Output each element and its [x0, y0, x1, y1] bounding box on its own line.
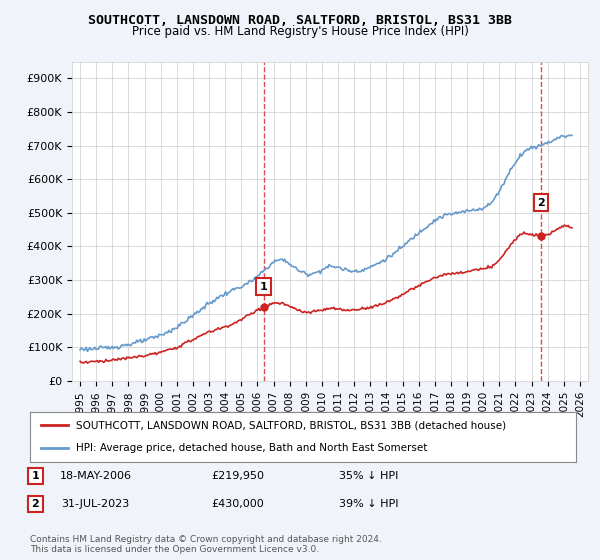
Text: 35% ↓ HPI: 35% ↓ HPI	[339, 471, 398, 481]
Text: 31-JUL-2023: 31-JUL-2023	[61, 499, 130, 509]
Text: 1: 1	[32, 471, 40, 481]
Text: £219,950: £219,950	[211, 471, 264, 481]
Text: 2: 2	[32, 499, 40, 509]
Text: Price paid vs. HM Land Registry's House Price Index (HPI): Price paid vs. HM Land Registry's House …	[131, 25, 469, 38]
Text: £430,000: £430,000	[211, 499, 264, 509]
Text: HPI: Average price, detached house, Bath and North East Somerset: HPI: Average price, detached house, Bath…	[76, 444, 428, 454]
Text: SOUTHCOTT, LANSDOWN ROAD, SALTFORD, BRISTOL, BS31 3BB (detached house): SOUTHCOTT, LANSDOWN ROAD, SALTFORD, BRIS…	[76, 420, 506, 430]
Text: 39% ↓ HPI: 39% ↓ HPI	[339, 499, 398, 509]
Text: 2: 2	[537, 198, 545, 208]
Text: 18-MAY-2006: 18-MAY-2006	[59, 471, 131, 481]
Text: Contains HM Land Registry data © Crown copyright and database right 2024.
This d: Contains HM Land Registry data © Crown c…	[30, 535, 382, 554]
Text: 1: 1	[260, 282, 268, 292]
Text: SOUTHCOTT, LANSDOWN ROAD, SALTFORD, BRISTOL, BS31 3BB: SOUTHCOTT, LANSDOWN ROAD, SALTFORD, BRIS…	[88, 14, 512, 27]
